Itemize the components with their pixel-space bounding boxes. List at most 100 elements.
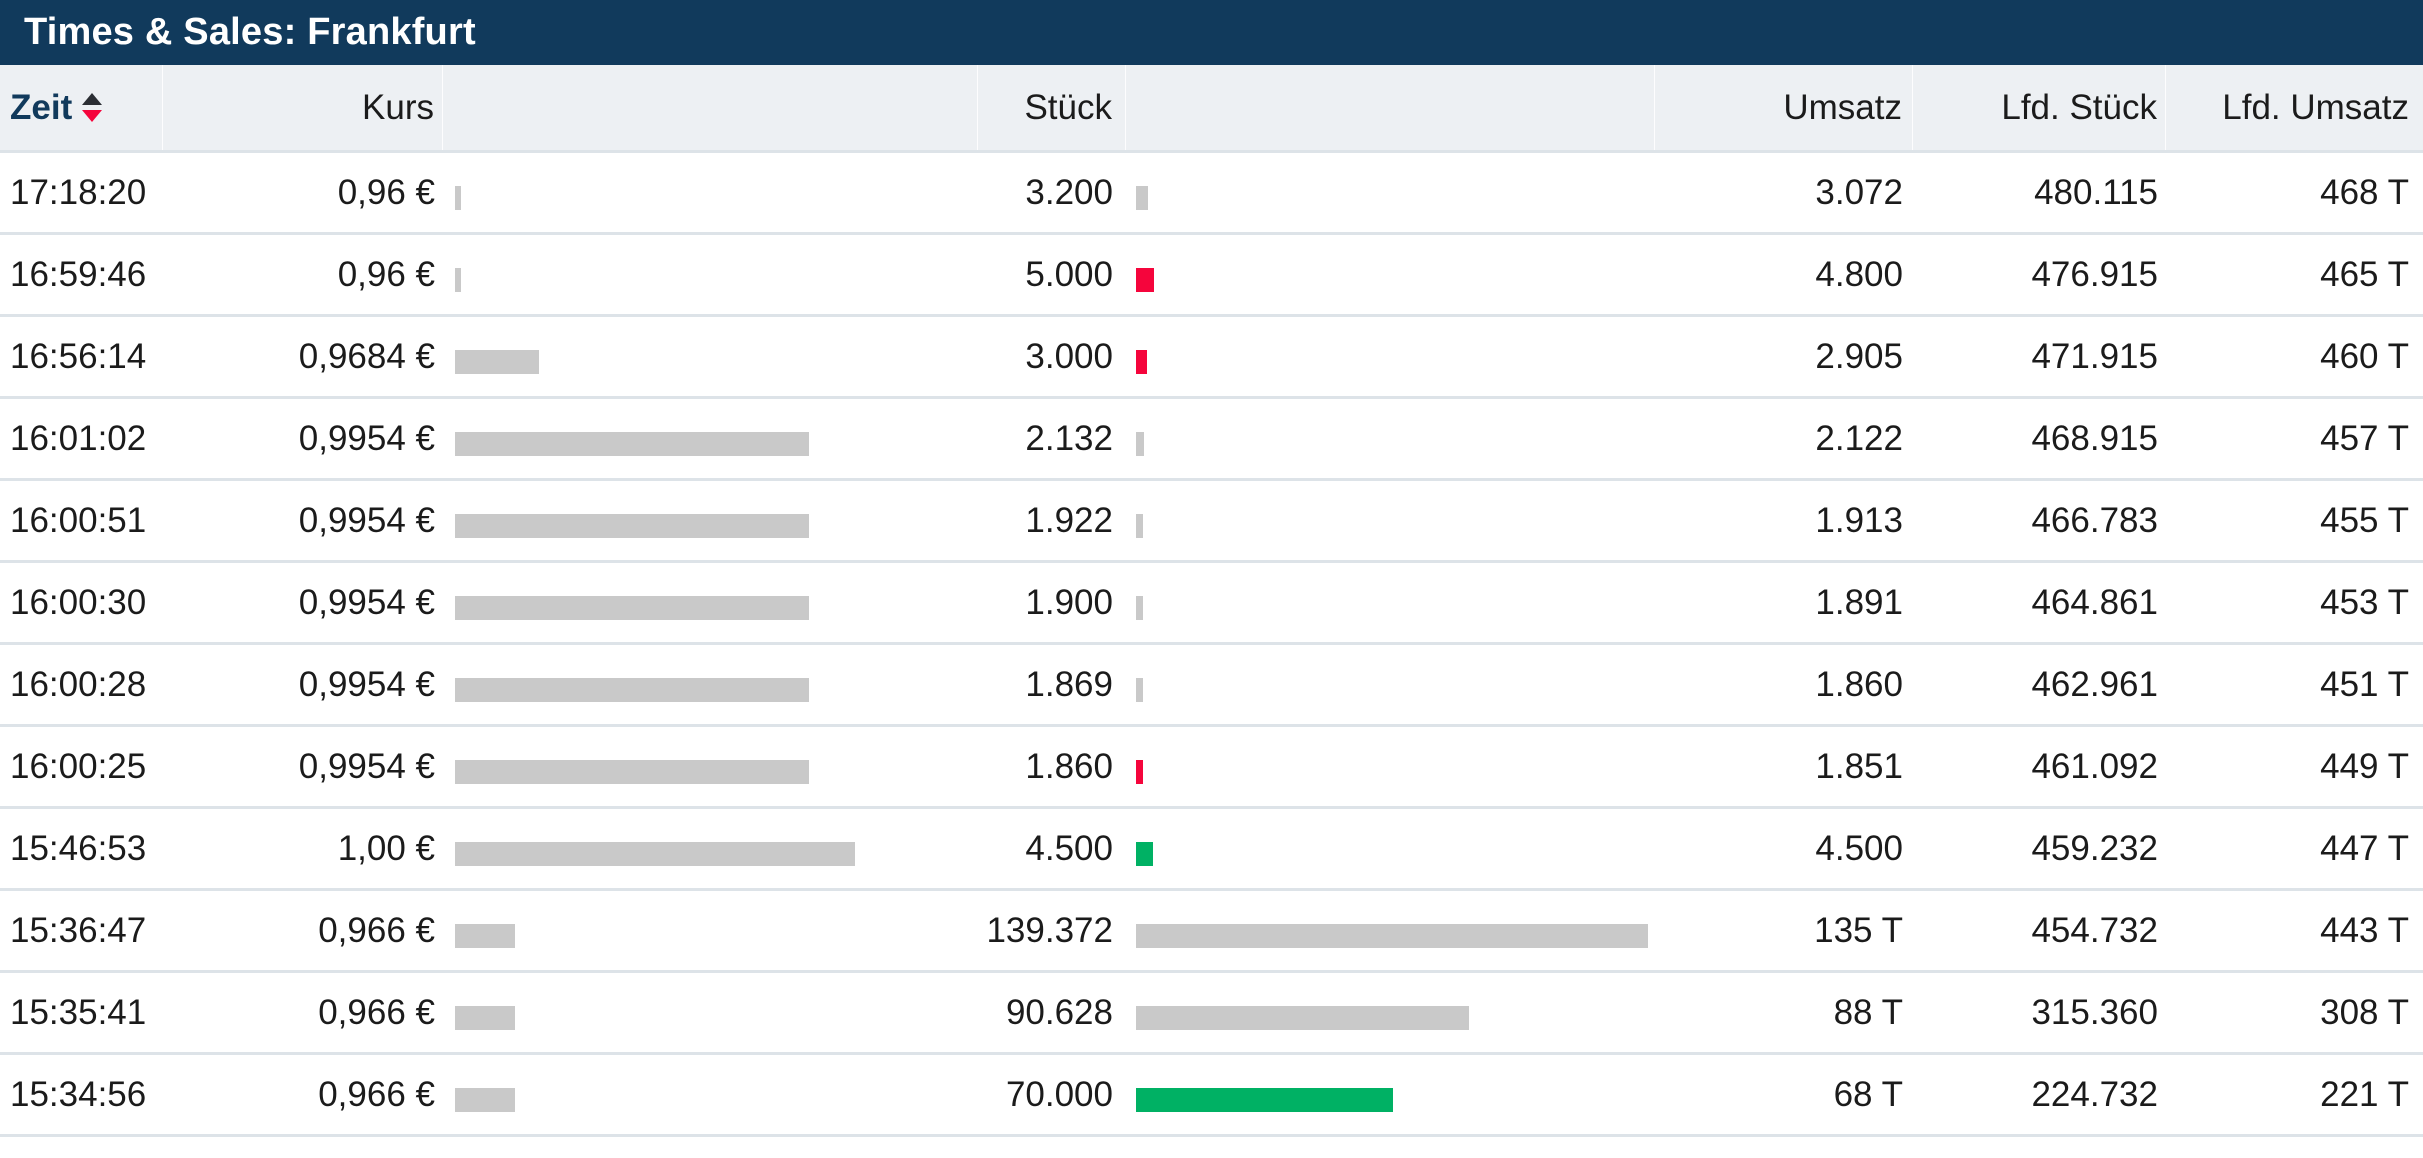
kurs-bar [455,841,855,866]
kurs-bar [455,513,809,538]
cell-kurs: 0,9954 € [298,500,435,540]
column-header-kurs[interactable]: Kurs [163,65,443,150]
cell-stueck: 95 [978,1137,1126,1158]
cell-kurs-bar [443,481,978,560]
cell-zeit: 17:18:20 [10,172,147,212]
stueck-bar [1136,595,1143,620]
stueck-bar [1136,1087,1393,1112]
cell-kurs-bar [443,973,978,1052]
cell-lfd-stueck: 464.861 [2031,582,2158,622]
cell-lfd-stueck: 461.092 [2031,746,2158,786]
kurs-bar [455,677,809,702]
table-row[interactable]: 15:34:56 0,966 € 70.000 68 T 224.732 221… [0,1052,2423,1134]
cell-kurs: 0,966 € [318,992,435,1032]
column-header-stueck-bar-spacer [1126,65,1655,150]
cell-lfd-stueck: 459.232 [2031,828,2158,868]
cell-lfd-stueck: 462.961 [2031,664,2158,704]
cell-lfd-umsatz: 308 T [2320,992,2409,1032]
column-header-zeit[interactable]: Zeit [0,65,163,150]
table-row[interactable]: 16:56:14 0,9684 € 3.000 2.905 471.915 46… [0,314,2423,396]
cell-stueck: 90.628 [1005,992,1113,1032]
cell-umsatz: 1.860 [1815,664,1903,704]
cell-umsatz: 1.913 [1815,500,1903,540]
cell-kurs: 0,96 € [337,254,435,294]
cell-kurs-bar [443,235,978,314]
cell-kurs: 0,966 € [318,1074,435,1114]
cell-kurs-bar [443,399,978,478]
cell-zeit: 16:00:30 [10,582,147,622]
column-header-lfd-umsatz[interactable]: Lfd. Umsatz [2166,65,2423,150]
cell-umsatz: 2.122 [1815,418,1903,458]
cell-umsatz: 1.851 [1815,746,1903,786]
cell-umsatz: 4.500 [1815,828,1903,868]
cell-stueck-bar [1126,727,1655,806]
table-row[interactable]: 15:35:41 0,966 € 90.628 88 T 315.360 308… [0,970,2423,1052]
cell-zeit: 16:00:28 [10,664,147,704]
kurs-bar [455,595,809,620]
cell-stueck: 1.900 [1025,582,1113,622]
cell-kurs: 0,9954 € [298,664,435,704]
kurs-bar [455,759,809,784]
cell-zeit: 15:34:56 [10,1074,147,1114]
cell-zeit: 13:44:27 [0,1137,163,1158]
kurs-bar [455,185,461,210]
stueck-bar [1136,513,1143,538]
table-row[interactable]: 16:00:51 0,9954 € 1.922 1.913 466.783 45… [0,478,2423,560]
cell-lfd-stueck: 154.732 [1913,1137,2166,1158]
column-header-stueck[interactable]: Stück [978,65,1126,150]
cell-umsatz: 91 [1655,1137,1913,1158]
cell-stueck: 4.500 [1025,828,1113,868]
stueck-bar [1136,185,1148,210]
column-header-umsatz[interactable]: Umsatz [1655,65,1913,150]
cell-stueck-bar [1126,481,1655,560]
cell-zeit: 16:00:25 [10,746,147,786]
table-row[interactable]: 13:44:27 0,9602 € 95 91 154.732 153 T [0,1134,2423,1158]
cell-kurs: 0,9954 € [298,582,435,622]
sort-up-down-icon[interactable] [82,93,103,122]
stueck-bar [1136,759,1143,784]
cell-stueck: 1.860 [1025,746,1113,786]
cell-umsatz: 1.891 [1815,582,1903,622]
cell-stueck-bar [1126,153,1655,232]
kurs-bar [455,1087,515,1112]
window-title: Times & Sales: Frankfurt [0,0,2423,65]
stueck-bar [1136,431,1144,456]
stueck-bar [1136,677,1143,702]
cell-stueck: 70.000 [1005,1074,1113,1114]
cell-kurs-bar [443,1055,978,1134]
stueck-bar [1136,841,1153,866]
cell-lfd-umsatz: 153 T [2166,1137,2423,1158]
table-row[interactable]: 16:00:28 0,9954 € 1.869 1.860 462.961 45… [0,642,2423,724]
table-header-row: Zeit Kurs Stück Umsatz Lfd. Stück Lfd. U… [0,65,2423,150]
cell-kurs: 0,9954 € [298,418,435,458]
column-header-lfd-stueck[interactable]: Lfd. Stück [1913,65,2166,150]
table-row[interactable]: 16:00:25 0,9954 € 1.860 1.851 461.092 44… [0,724,2423,806]
cell-lfd-stueck: 480.115 [2034,172,2158,212]
cell-kurs: 0,96 € [337,172,435,212]
cell-zeit: 16:59:46 [10,254,147,294]
cell-stueck: 2.132 [1025,418,1113,458]
cell-kurs-bar [443,645,978,724]
cell-umsatz: 3.072 [1815,172,1903,212]
cell-kurs-bar [443,153,978,232]
cell-lfd-stueck: 315.360 [2031,992,2158,1032]
cell-kurs-bar [443,1137,978,1158]
cell-lfd-stueck: 471.915 [2031,336,2158,376]
table-row[interactable]: 15:46:53 1,00 € 4.500 4.500 459.232 447 … [0,806,2423,888]
table-row[interactable]: 15:36:47 0,966 € 139.372 135 T 454.732 4… [0,888,2423,970]
cell-lfd-umsatz: 447 T [2320,828,2409,868]
table-row[interactable]: 16:59:46 0,96 € 5.000 4.800 476.915 465 … [0,232,2423,314]
table-row[interactable]: 16:01:02 0,9954 € 2.132 2.122 468.915 45… [0,396,2423,478]
cell-zeit: 15:35:41 [10,992,147,1032]
cell-stueck: 3.000 [1025,336,1113,376]
cell-zeit: 16:01:02 [10,418,147,458]
table-row[interactable]: 16:00:30 0,9954 € 1.900 1.891 464.861 45… [0,560,2423,642]
table-row[interactable]: 17:18:20 0,96 € 3.200 3.072 480.115 468 … [0,150,2423,232]
kurs-bar [455,267,461,292]
cell-stueck: 139.372 [986,910,1113,950]
cell-kurs: 0,9954 € [298,746,435,786]
cell-umsatz: 68 T [1833,1074,1903,1114]
column-header-umsatz-label: Umsatz [1783,87,1902,127]
cell-zeit: 15:36:47 [10,910,147,950]
